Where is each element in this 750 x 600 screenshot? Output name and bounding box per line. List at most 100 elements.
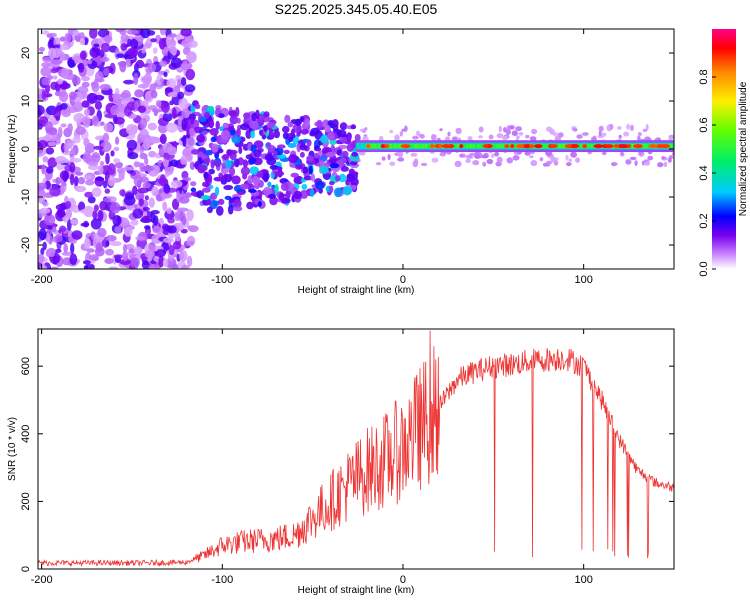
spectrogram-cell [152,215,159,227]
spectrogram-cell [539,157,544,162]
spectrogram-cell [81,75,90,82]
snr-frame [37,328,675,570]
spectrogram-cell [269,164,278,170]
spectrogram-cell [170,180,183,188]
spectrogram-cell [77,176,86,185]
spectrogram-cell [125,124,138,136]
spectrogram-cell [41,77,51,86]
spectrogram-cell [44,83,51,94]
spectrogram-cell [176,190,181,203]
spectrogram-cell [215,120,220,130]
spectrogram-cell [79,208,92,214]
spectrogram-cell [213,176,224,182]
spectrogram-cell [75,171,84,176]
spectrogram-cell [87,196,96,204]
spectrogram-cell [189,161,195,170]
spectrogram-cell [59,36,67,42]
spectrogram-cell [72,30,80,36]
spectrogram-cell [276,153,287,160]
spectrogram-cell [160,191,173,199]
spectrogram-cell [40,66,52,77]
spectrogram-cell [140,29,151,39]
spectrogram-cell [274,184,279,194]
spectrogram-cell [663,161,668,167]
spectrogram-cell [208,168,215,175]
spectrogram-cell [233,198,242,209]
spectrogram-cell [191,149,200,155]
spectrogram-cell [154,249,166,258]
spectrogram-cell [331,119,339,128]
spectrogram-cell [201,194,210,201]
spectrogram-cell [618,134,622,139]
spectrogram-cell [42,201,49,207]
spectrogram-cell [216,205,224,216]
spectrogram-cell [129,248,135,254]
spectrogram-cell [404,125,408,132]
spectrogram-cell [486,158,494,165]
spectrogram-cell [55,176,61,185]
spectrogram-cell [530,160,538,167]
spectrogram-cell [287,121,294,128]
spectrogram-cell [454,160,462,168]
spectrogram-cell [478,135,483,139]
spectrogram-cell [59,44,69,51]
spectrogram-cell [618,144,624,149]
spectrogram-cell [389,161,396,166]
spectrogram-cell [55,203,67,211]
spectrogram-cell [89,47,100,58]
spectrogram-cell [142,211,148,217]
spectrogram-cell [227,204,234,215]
spectrogram-cell [222,122,229,129]
y-tick-label: 20 [20,47,32,59]
spectrogram-cell [272,150,278,156]
spectrogram-cell [151,234,163,244]
spectrogram-cell [210,136,216,143]
spectrogram-cell [336,129,347,138]
spectrogram-cell [97,209,104,222]
spectrogram-cell [42,156,49,163]
spectrogram-cell [606,125,611,132]
spectrogram-cell [242,143,249,151]
spectrogram-cell [267,144,276,153]
spectrogram-cell [82,260,91,265]
spectrogram-cell [59,225,67,233]
spectrogram-x-ticks: -200 -100 0 100 [31,29,593,286]
spectrogram-cell [92,210,98,220]
spectrogram-cell [93,204,99,212]
spectrogram-cell [69,162,76,173]
spectrogram-cell [110,150,115,157]
spectrogram-cell [194,161,199,170]
spectrogram-cell [91,187,102,198]
spectrogram-cell [240,166,250,176]
spectrogram-cell [99,160,105,167]
spectrogram-cell [505,129,511,136]
spectrogram-cell [261,134,267,140]
spectrogram-cell [465,154,473,159]
spectrogram-cell [81,100,90,108]
spectrogram-cell [655,144,664,149]
spectrogram-cell [626,123,631,130]
spectrogram-cell [38,190,47,198]
spectrogram-cell [455,127,462,135]
spectrogram-cell [478,126,484,133]
spectrogram-cell [41,90,47,100]
spectrogram-cell [568,158,572,163]
spectrogram-cell [633,144,643,149]
spectrogram-cell [120,43,128,51]
spectrogram-cell [169,159,179,168]
spectrogram-cell [91,115,99,126]
spectrogram-cell [50,68,58,74]
spectrogram-cell [187,136,195,147]
spectrogram-cell [162,258,169,268]
spectrogram-cell [70,158,82,163]
spectrogram-cell [164,87,173,93]
spectrogram-cell [357,158,361,163]
colorbar-tick-label: 0.6 [698,117,710,132]
spectrogram-cell [282,125,290,134]
spectrogram-cell [177,91,185,100]
spectrogram-cell [140,117,147,130]
spectrogram-cell [180,228,188,234]
spectrogram-cell [284,114,291,123]
spectrogram-cell [95,242,103,253]
spectrogram-cell [263,125,268,132]
